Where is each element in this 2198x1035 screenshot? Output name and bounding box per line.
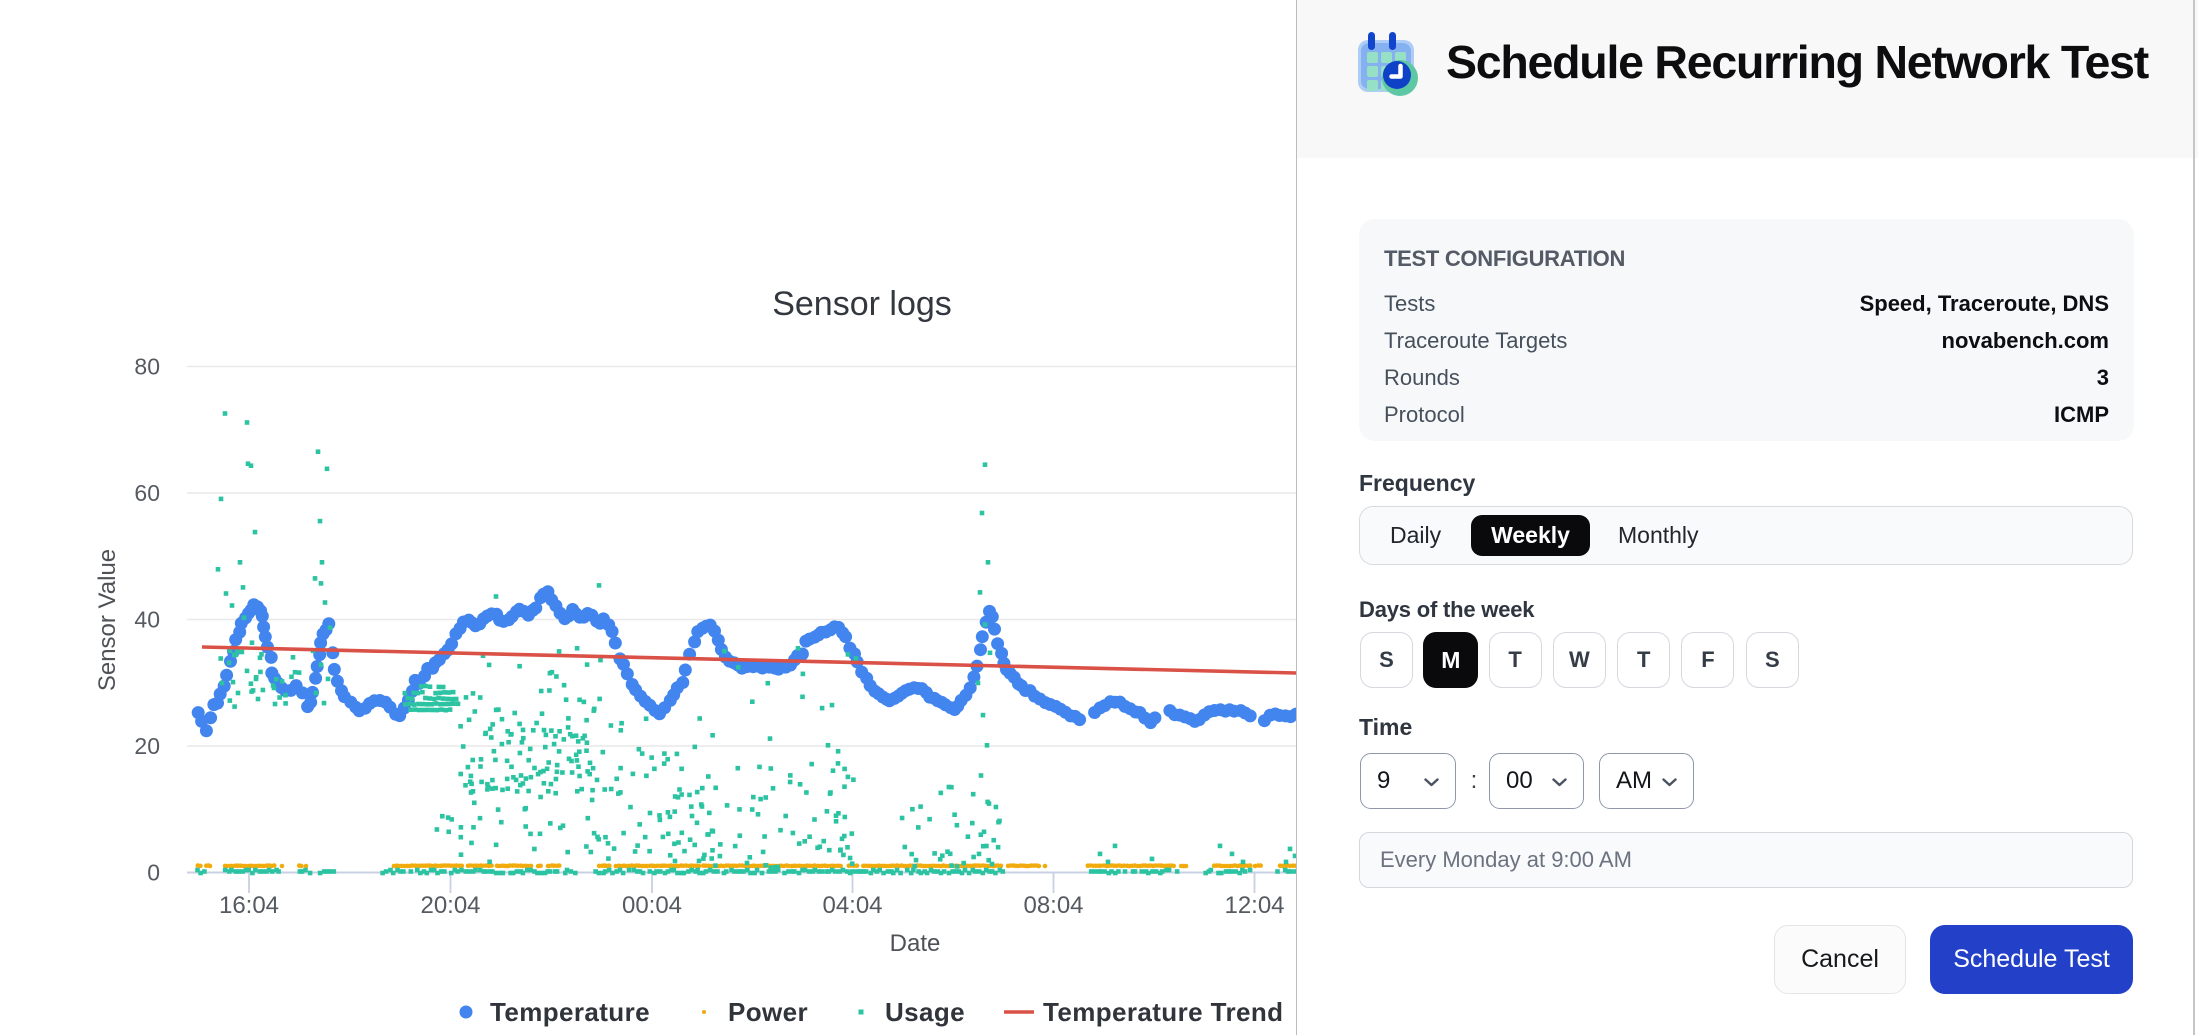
svg-text:20: 20 xyxy=(134,733,160,759)
svg-text:0: 0 xyxy=(147,860,160,886)
svg-text:Usage: Usage xyxy=(885,997,965,1027)
svg-text:80: 80 xyxy=(134,354,160,380)
svg-text:40: 40 xyxy=(134,607,160,633)
svg-text:20:04: 20:04 xyxy=(420,892,480,919)
svg-text:Sensor Value: Sensor Value xyxy=(94,549,121,691)
svg-text:12:04: 12:04 xyxy=(1224,892,1284,919)
svg-text:Date: Date xyxy=(890,930,941,957)
svg-text:Sensor logs: Sensor logs xyxy=(772,285,952,323)
svg-text:Temperature Trend: Temperature Trend xyxy=(1043,997,1283,1027)
svg-text:Power: Power xyxy=(728,997,808,1027)
svg-text:00:04: 00:04 xyxy=(622,892,682,919)
svg-text:60: 60 xyxy=(134,480,160,506)
svg-text:Temperature: Temperature xyxy=(490,997,650,1027)
svg-text:08:04: 08:04 xyxy=(1023,892,1083,919)
svg-text:16:04: 16:04 xyxy=(219,892,279,919)
svg-text:04:04: 04:04 xyxy=(822,892,882,919)
